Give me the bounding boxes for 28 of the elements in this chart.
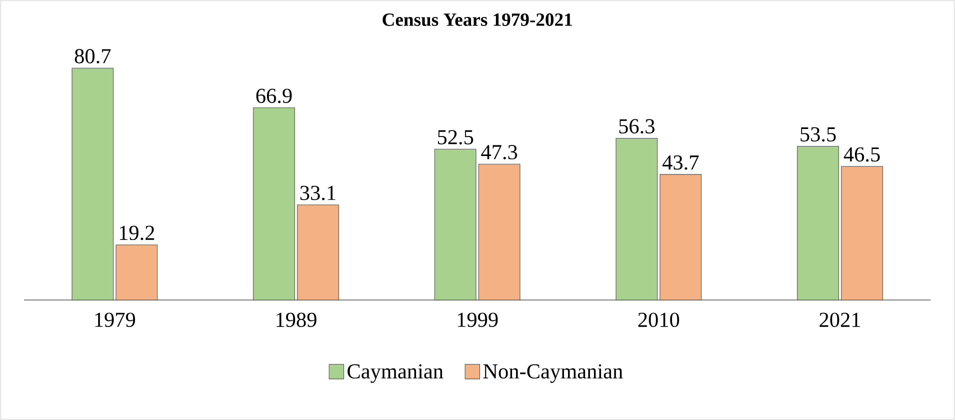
bar <box>841 166 883 300</box>
data-label: 52.5 <box>438 130 474 144</box>
bar <box>660 174 702 300</box>
data-label: 43.7 <box>662 155 699 170</box>
x-tick-label: 2010 <box>638 312 680 328</box>
bar <box>116 244 158 300</box>
data-label: 53.5 <box>800 127 836 142</box>
bar <box>253 108 295 300</box>
data-label: 56.3 <box>619 119 654 134</box>
bar <box>616 138 658 300</box>
data-label: 66.9 <box>256 88 292 104</box>
chart-title: Census Years 1979-2021 <box>382 13 572 26</box>
data-label: 47.3 <box>481 145 518 160</box>
bar <box>478 164 520 300</box>
legend-label: Non-Caymanian <box>483 364 623 383</box>
bar <box>297 204 339 300</box>
x-tick-label: 1979 <box>95 312 136 327</box>
bar <box>434 148 476 300</box>
data-label: 80.7 <box>74 49 111 64</box>
bar <box>797 146 839 300</box>
data-label: 33.1 <box>300 186 336 200</box>
data-label: 19.2 <box>120 226 154 240</box>
x-tick-label: 2021 <box>820 312 860 328</box>
bar <box>72 68 114 300</box>
legend-label: Caymanian <box>348 364 444 383</box>
x-tick-label: 1989 <box>276 312 316 328</box>
x-tick-label: 1999 <box>458 312 498 327</box>
data-label: 46.5 <box>844 147 880 162</box>
